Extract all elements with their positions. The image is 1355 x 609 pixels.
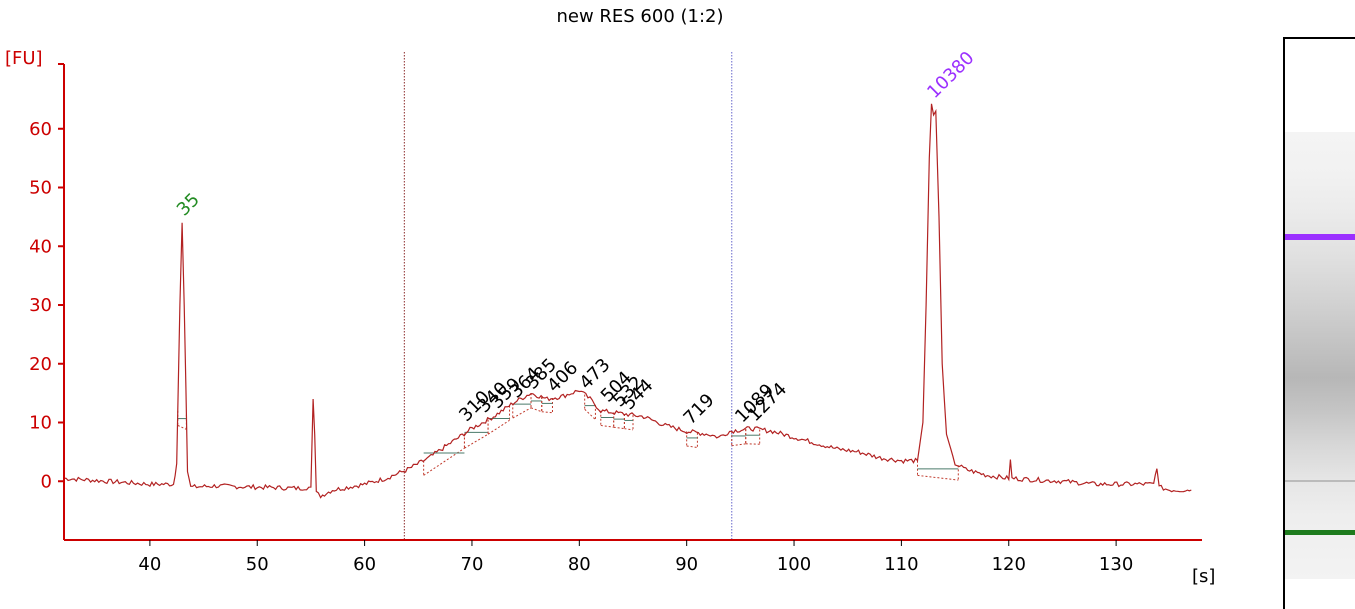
electropherogram-chart: new RES 600 (1:2) [FU] [s] 0 10 20 30 40 50 60…	[0, 0, 1260, 607]
gel-lane	[1285, 132, 1355, 579]
x-tick-label: 70	[461, 554, 484, 575]
y-tick-label: 20	[29, 354, 52, 375]
x-tick-label: 80	[568, 554, 591, 575]
region-baseline	[614, 427, 625, 428]
gel-upper-marker-band	[1285, 234, 1355, 240]
y-tick-label: 0	[41, 471, 52, 492]
y-tick-label: 50	[29, 178, 52, 199]
peak-label: 719	[680, 390, 719, 429]
x-tick-label: 120	[992, 554, 1026, 575]
trace-layer	[64, 104, 1191, 498]
region-baseline	[918, 475, 959, 480]
region-baseline	[513, 408, 531, 418]
region-baseline	[585, 409, 596, 419]
x-tick-label: 110	[884, 554, 918, 575]
x-tick-label: 130	[1099, 554, 1133, 575]
y-tick-label: 40	[29, 236, 52, 257]
axes: 0 10 20 30 40 50 60 40 50 60 70 80 90 100 110 120 130	[29, 64, 1202, 575]
y-axis-unit-label: [FU]	[5, 48, 43, 69]
y-tick-label: 30	[29, 295, 52, 316]
region-baseline	[542, 412, 553, 413]
marker-lines	[404, 52, 731, 540]
x-tick-label: 60	[353, 554, 376, 575]
x-axis-unit-label: [s]	[1192, 566, 1215, 587]
x-tick-label: 40	[138, 554, 161, 575]
gel-faint-band	[1285, 480, 1355, 482]
chart-title: new RES 600 (1:2)	[556, 6, 723, 27]
region-baseline	[624, 429, 633, 430]
trace-line	[64, 104, 1191, 498]
region-baseline	[732, 444, 746, 446]
region-baseline	[531, 408, 542, 412]
peak-label: 35	[173, 189, 204, 220]
peak-label: 10380	[923, 47, 978, 102]
x-tick-label: 90	[675, 554, 698, 575]
gel-image-panel	[1283, 37, 1355, 609]
region-baseline	[424, 448, 465, 475]
region-baseline	[601, 425, 614, 427]
region-baseline	[178, 425, 187, 429]
region-baseline	[488, 420, 509, 434]
y-tick-label: 10	[29, 413, 52, 434]
gel-lower-marker-band	[1285, 530, 1355, 535]
y-tick-label: 60	[29, 119, 52, 140]
x-tick-label: 100	[777, 554, 811, 575]
peak-regions	[178, 393, 958, 480]
region-baseline	[687, 446, 698, 447]
x-tick-label: 50	[246, 554, 269, 575]
region-baseline	[464, 434, 488, 448]
